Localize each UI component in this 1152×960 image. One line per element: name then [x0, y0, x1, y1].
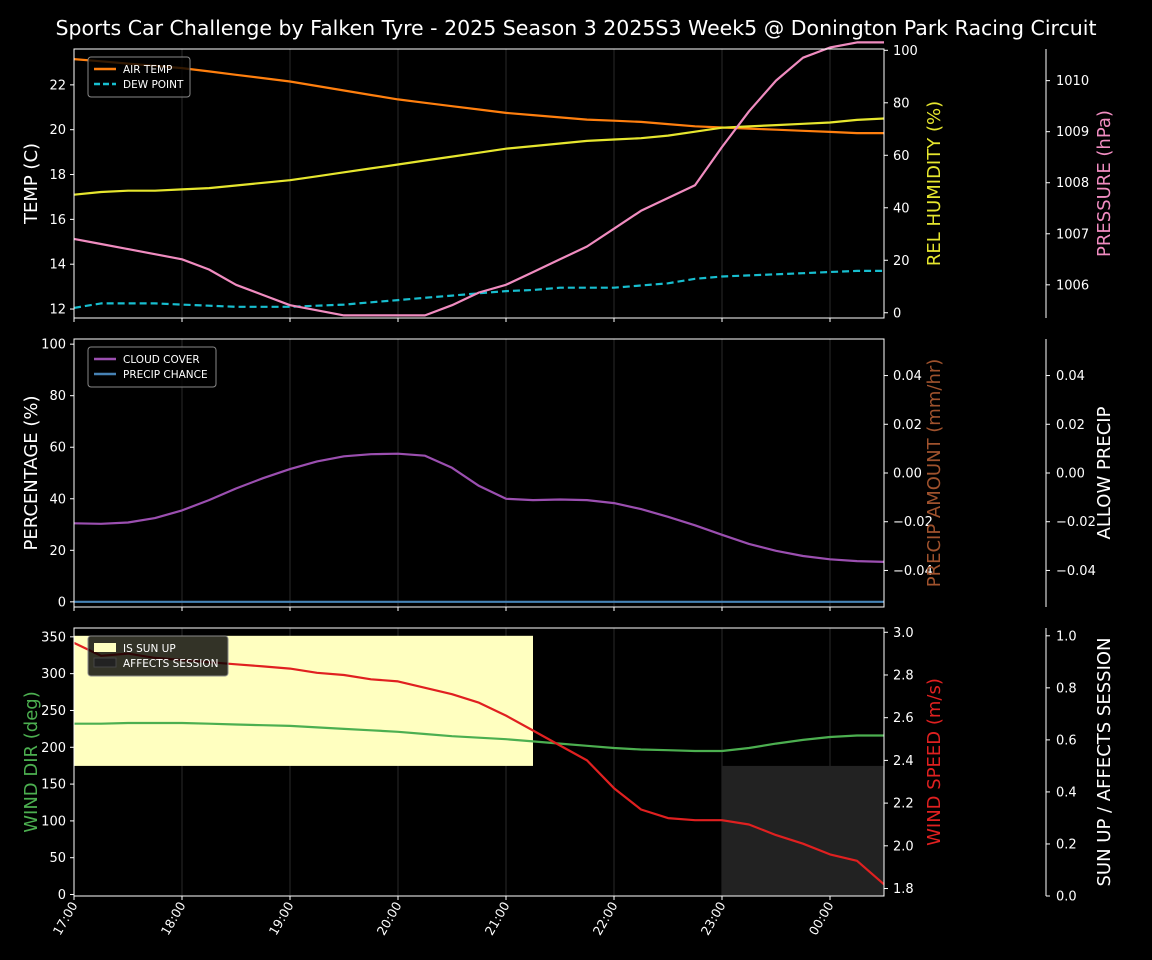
right-axis-label: REL HUMIDITY (%) — [924, 101, 945, 266]
legend-label: IS SUN UP — [123, 643, 176, 655]
far-tick-label: 0.4 — [1056, 785, 1077, 800]
left-tick-label: 250 — [41, 704, 66, 719]
left-tick-label: 20 — [49, 544, 66, 559]
right-tick-label: 2.6 — [893, 711, 914, 726]
left-tick-label: 50 — [49, 851, 66, 866]
far-tick-label: 0.2 — [1056, 837, 1077, 852]
right-axis-label: PRECIP AMOUNT (mm/hr) — [924, 359, 945, 588]
left-tick-label: 18 — [49, 168, 66, 183]
left-tick-label: 0 — [58, 595, 66, 610]
chart-panels: 12 14 16 18 20 22 0 20 40 60 80 100 1006 1007 1008 1009… — [21, 41, 1115, 938]
legend-label: AFFECTS SESSION — [123, 658, 219, 670]
series-line-pressure — [73, 41, 884, 317]
left-tick-label: 100 — [41, 814, 66, 829]
far-tick-label: 0.8 — [1056, 681, 1077, 696]
right-tick-label: 0.02 — [893, 418, 922, 433]
left-tick-label: 350 — [41, 630, 66, 645]
left-tick-label: 16 — [49, 213, 66, 228]
far-tick-label: 0.02 — [1056, 418, 1085, 433]
left-tick-label: 150 — [41, 778, 66, 793]
legend-swatch — [93, 657, 117, 668]
left-tick-label: 20 — [49, 123, 66, 138]
far-tick-label: 1007 — [1056, 227, 1089, 242]
left-tick-label: 200 — [41, 741, 66, 756]
panel-precip: 0 20 40 60 80 100 −0.04 −0.02 0.00 0.02 0.04 −0.04 −… — [21, 338, 1115, 611]
legend-swatch — [94, 643, 116, 652]
left-tick-label: 60 — [49, 441, 66, 456]
right-tick-label: 1.8 — [893, 882, 914, 897]
series-line-rel-humidity — [73, 117, 885, 196]
left-axis-label: WIND DIR (deg) — [21, 691, 42, 833]
far-tick-label: 1008 — [1056, 176, 1089, 191]
right-tick-label: 3.0 — [893, 626, 914, 641]
right-tick-label: 40 — [893, 201, 910, 216]
far-tick-label: 0.0 — [1056, 890, 1077, 905]
panel-wind: 0 50 100 150 200 250 300 350 1.8 2.0 2.2 2.4 2.6 2.8 3… — [21, 626, 1115, 905]
far-axis-label: SUN UP / AFFECTS SESSION — [1094, 637, 1115, 886]
left-tick-label: 100 — [41, 338, 66, 353]
legend-label: PRECIP CHANCE — [123, 369, 208, 381]
left-tick-label: 300 — [41, 667, 66, 682]
left-tick-label: 0 — [58, 888, 66, 903]
legend-label: CLOUD COVER — [123, 354, 200, 366]
right-axis-label: WIND SPEED (m/s) — [924, 678, 945, 846]
left-tick-label: 40 — [49, 492, 66, 507]
left-tick-label: 12 — [49, 303, 66, 318]
far-tick-label: 1006 — [1056, 278, 1089, 293]
series-line-air-temp — [73, 58, 884, 135]
far-tick-label: 0.04 — [1056, 369, 1085, 384]
far-tick-label: −0.04 — [1056, 564, 1096, 579]
far-tick-label: −0.02 — [1056, 515, 1096, 530]
legend-label: DEW POINT — [123, 79, 184, 91]
legend-box — [87, 56, 191, 98]
left-axis-label: PERCENTAGE (%) — [21, 395, 42, 550]
right-tick-label: 2.4 — [893, 754, 914, 769]
right-tick-label: 0.00 — [893, 467, 922, 482]
right-tick-label: 100 — [893, 44, 918, 59]
right-tick-label: 0.04 — [893, 369, 922, 384]
legend-box — [87, 635, 229, 677]
plot-frame — [73, 48, 885, 319]
left-axis-label: TEMP (C) — [21, 143, 42, 225]
legend-box — [87, 346, 217, 388]
panel-temp: 12 14 16 18 20 22 0 20 40 60 80 100 1006 1007 1008 1009… — [21, 41, 1115, 322]
far-tick-label: 1010 — [1056, 74, 1089, 89]
series-line-dew-point — [73, 269, 884, 309]
right-tick-label: 60 — [893, 149, 910, 164]
far-tick-label: 0.6 — [1056, 733, 1077, 748]
right-tick-label: 20 — [893, 254, 910, 269]
right-tick-label: 2.8 — [893, 668, 914, 683]
left-tick-label: 80 — [49, 389, 66, 404]
series-line-wind-dir — [74, 721, 884, 753]
right-tick-label: 0 — [893, 306, 901, 321]
shaded-affects-session — [722, 765, 884, 896]
right-tick-label: 2.2 — [893, 797, 914, 812]
chart-title: Sports Car Challenge by Falken Tyre - 20… — [55, 16, 1096, 40]
series-line-cloud-cover — [73, 452, 885, 563]
right-tick-label: −0.04 — [893, 564, 933, 579]
far-tick-label: 1.0 — [1056, 629, 1077, 644]
far-tick-label: 0.00 — [1056, 467, 1085, 482]
plot-frame — [73, 627, 885, 897]
right-tick-label: 80 — [893, 96, 910, 111]
far-axis-label: ALLOW PRECIP — [1094, 406, 1115, 539]
right-tick-label: −0.02 — [893, 515, 933, 530]
left-tick-label: 22 — [49, 78, 66, 93]
legend-label: AIR TEMP — [123, 64, 172, 76]
right-tick-label: 2.0 — [893, 839, 914, 854]
far-axis-label: PRESSURE (hPa) — [1094, 110, 1115, 257]
far-tick-label: 1009 — [1056, 125, 1089, 140]
left-tick-label: 14 — [49, 258, 66, 273]
